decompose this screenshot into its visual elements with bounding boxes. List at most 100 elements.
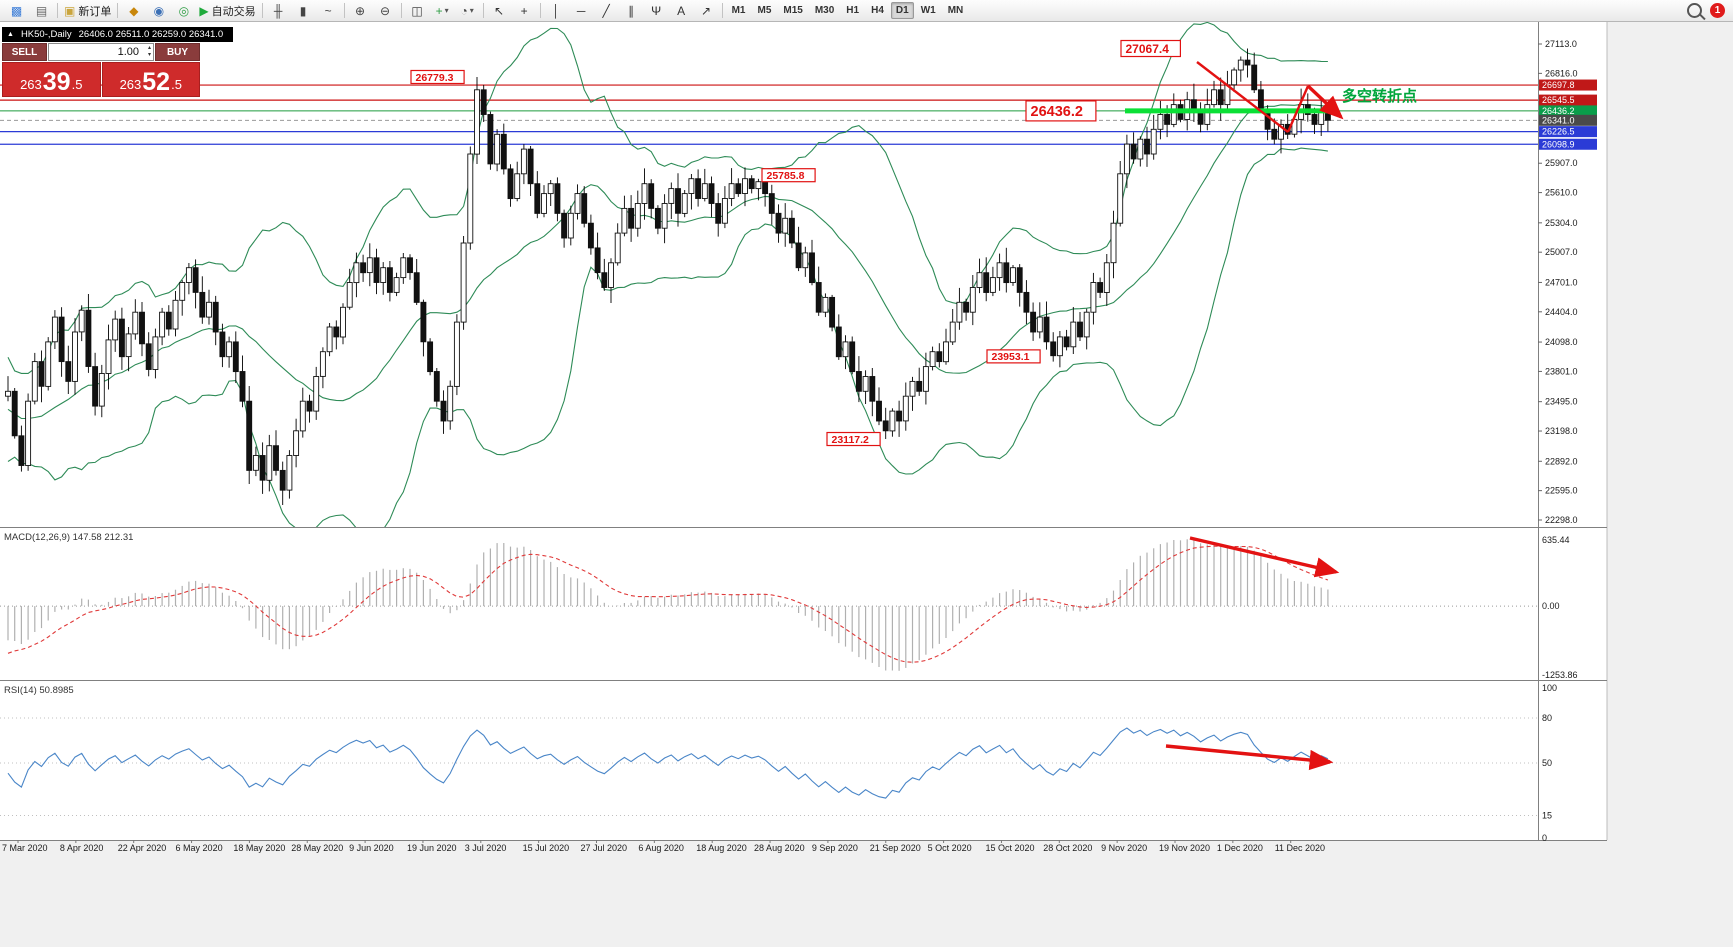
chart-candles-icon[interactable]: ▮ bbox=[291, 1, 316, 21]
volume-down-icon[interactable]: ▾ bbox=[147, 51, 151, 58]
fibonacci-icon-glyph: Ψ bbox=[651, 3, 662, 18]
buy-price-prefix: 263 bbox=[119, 77, 142, 93]
svg-text:23198.0: 23198.0 bbox=[1545, 426, 1578, 436]
svg-text:28 Aug 2020: 28 Aug 2020 bbox=[754, 843, 805, 853]
cycles-icon-caret: ▾ bbox=[469, 6, 474, 15]
buy-price-display[interactable]: 263 52 .5 bbox=[101, 62, 200, 97]
trend-arrows bbox=[1165, 61, 1344, 771]
svg-text:1 Dec 2020: 1 Dec 2020 bbox=[1217, 843, 1263, 853]
svg-text:26341.0: 26341.0 bbox=[1542, 115, 1575, 125]
text-tool-icon[interactable]: A bbox=[669, 1, 694, 21]
svg-text:23117.2: 23117.2 bbox=[832, 434, 870, 446]
svg-text:15: 15 bbox=[1542, 811, 1552, 821]
chart-icon: ▲ bbox=[7, 31, 14, 38]
svg-text:11 Dec 2020: 11 Dec 2020 bbox=[1275, 843, 1325, 853]
svg-text:25304.0: 25304.0 bbox=[1545, 218, 1578, 228]
svg-text:多空转折点: 多空转折点 bbox=[1342, 87, 1417, 105]
new-order-button[interactable]: ▣ 新订单 bbox=[61, 1, 114, 21]
timeframe-w1[interactable]: W1 bbox=[920, 5, 936, 16]
buy-price-frac: .5 bbox=[171, 77, 182, 93]
cycles-icon[interactable]: ◔ ▾ bbox=[455, 1, 480, 21]
trade-panel-controls: SELL 1.00 ▴ ▾ BUY bbox=[2, 43, 200, 61]
channel-icon[interactable]: ∥ bbox=[619, 1, 644, 21]
svg-text:26816.0: 26816.0 bbox=[1545, 68, 1578, 78]
timeframe-m15[interactable]: M15 bbox=[783, 5, 803, 16]
svg-text:21 Sep 2020: 21 Sep 2020 bbox=[870, 843, 921, 853]
svg-text:-1253.86: -1253.86 bbox=[1542, 670, 1578, 680]
price-axis[interactable]: 27113.0 26816.0 25907.0 25610.0 25304.0 25007… bbox=[1538, 39, 1597, 525]
zoom-out-icon[interactable]: ⊖ bbox=[373, 1, 398, 21]
rsi-panel: 100 80 50 15 0 RSI(14) 50.8985 bbox=[0, 683, 1557, 843]
cycles-icon-glyph: ◔ bbox=[460, 3, 468, 18]
arrows-tool-icon[interactable]: ↗ bbox=[694, 1, 719, 21]
svg-text:22298.0: 22298.0 bbox=[1545, 515, 1578, 525]
tile-windows-icon[interactable]: ◫ bbox=[405, 1, 430, 21]
toolbar-separator bbox=[482, 3, 484, 18]
svg-text:3 Jul 2020: 3 Jul 2020 bbox=[465, 843, 507, 853]
svg-text:15 Jul 2020: 15 Jul 2020 bbox=[523, 843, 570, 853]
timeframe-mn[interactable]: MN bbox=[947, 5, 964, 16]
community-icon[interactable]: ◉ bbox=[146, 1, 171, 21]
crosshair-icon-glyph: + bbox=[520, 3, 528, 18]
svg-text:25907.0: 25907.0 bbox=[1545, 158, 1578, 168]
svg-text:22892.0: 22892.0 bbox=[1545, 456, 1578, 466]
chart-bars-icon[interactable]: ╫ bbox=[266, 1, 291, 21]
fibonacci-icon[interactable]: Ψ bbox=[644, 1, 669, 21]
cursor-icon[interactable]: ↖ bbox=[487, 1, 512, 21]
horizontal-line-icon-glyph: ─ bbox=[576, 3, 586, 18]
vertical-line-icon[interactable]: │ bbox=[544, 1, 569, 21]
crosshair-icon[interactable]: + bbox=[512, 1, 537, 21]
chart-line-icon[interactable]: ~ bbox=[316, 1, 341, 21]
buy-button[interactable]: BUY bbox=[155, 43, 200, 61]
toolbar-right-group: 1 bbox=[1687, 3, 1729, 18]
timeframe-m1[interactable]: M1 bbox=[731, 5, 746, 16]
candlestick-series bbox=[5, 48, 1331, 505]
sell-button[interactable]: SELL bbox=[2, 43, 47, 61]
buy-price-pips: 52 bbox=[142, 67, 171, 96]
trendline-icon[interactable]: ╱ bbox=[594, 1, 619, 21]
trendline-icon-glyph: ╱ bbox=[602, 3, 610, 18]
toolbar-separator bbox=[539, 3, 541, 18]
chart-symbol-title: HK50-,Daily bbox=[20, 29, 72, 40]
turning-point-note: 多空转折点 bbox=[1342, 87, 1417, 105]
volume-spinner[interactable]: ▴ ▾ bbox=[148, 45, 151, 58]
price-annotations: 27067.4 26779.3 26436.2 25785.8 23953.1 23117… bbox=[410, 39, 1182, 447]
svg-text:RSI(14) 50.8985: RSI(14) 50.8985 bbox=[4, 685, 74, 696]
toolbar-separator bbox=[57, 3, 58, 18]
date-axis[interactable]: 7 Mar 2020 8 Apr 2020 22 Apr 2020 6 May 202… bbox=[2, 840, 1325, 853]
svg-text:9 Nov 2020: 9 Nov 2020 bbox=[1101, 843, 1147, 853]
volume-input[interactable]: 1.00 ▴ ▾ bbox=[48, 43, 154, 61]
timeframe-m5[interactable]: M5 bbox=[757, 5, 772, 16]
refresh-icon[interactable]: ◎ bbox=[171, 1, 196, 21]
svg-text:26697.8: 26697.8 bbox=[1542, 80, 1575, 90]
zoom-in-icon[interactable]: ⊕ bbox=[348, 1, 373, 21]
notification-badge[interactable]: 1 bbox=[1710, 3, 1725, 18]
timeframe-h1[interactable]: H1 bbox=[846, 5, 860, 16]
svg-text:9 Jun 2020: 9 Jun 2020 bbox=[349, 843, 394, 853]
panel-separators bbox=[0, 22, 1607, 841]
volume-up-icon[interactable]: ▴ bbox=[147, 45, 151, 51]
timeframe-m30[interactable]: M30 bbox=[814, 5, 835, 16]
svg-text:23495.0: 23495.0 bbox=[1545, 397, 1578, 407]
svg-text:23801.0: 23801.0 bbox=[1545, 366, 1578, 376]
svg-text:24404.0: 24404.0 bbox=[1545, 307, 1578, 317]
new-chart-icon-glyph: ▩ bbox=[10, 3, 23, 18]
timeframe-d1[interactable]: D1 bbox=[890, 2, 914, 19]
chart-title-bar: ▲ HK50-,Daily 26406.0 26511.0 26259.0 26… bbox=[2, 27, 234, 42]
timeframe-h4[interactable]: H4 bbox=[871, 5, 884, 16]
toolbar-separator bbox=[400, 3, 402, 18]
search-icon[interactable] bbox=[1687, 3, 1702, 18]
profiles-icon[interactable]: ▤ bbox=[29, 1, 54, 21]
autotrading-button[interactable]: ▶ 自动交易 bbox=[196, 1, 258, 21]
toolbar-separator bbox=[117, 3, 119, 18]
tile-windows-icon-glyph: ◫ bbox=[411, 3, 423, 18]
sell-price-display[interactable]: 263 39 .5 bbox=[2, 62, 101, 97]
horizontal-line-icon[interactable]: ─ bbox=[569, 1, 594, 21]
one-click-trading-panel: SELL 1.00 ▴ ▾ BUY 263 39 .5 263 52 .5 bbox=[2, 43, 200, 97]
indicators-add-icon[interactable]: + ▾ bbox=[430, 1, 455, 21]
compass-icon[interactable]: ◆ bbox=[121, 1, 146, 21]
new-chart-icon[interactable]: ▩ bbox=[4, 1, 29, 21]
chart-line-icon-glyph: ~ bbox=[324, 3, 332, 18]
trade-panel-prices: 263 39 .5 263 52 .5 bbox=[2, 62, 200, 97]
